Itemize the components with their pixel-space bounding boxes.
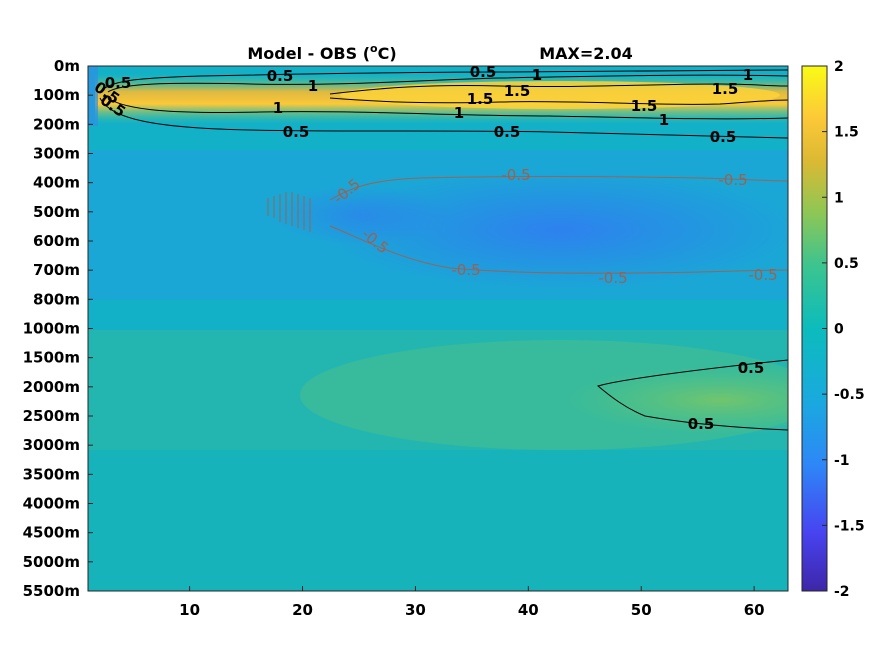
contour-label: -0.5 [748, 266, 777, 284]
y-tick-label: 400m [33, 174, 80, 192]
y-tick-label: 600m [33, 232, 80, 250]
contour-label: 0.5 [738, 359, 765, 377]
contour-label: 1.5 [712, 80, 739, 98]
chart-title-tail: C) [378, 44, 397, 63]
contour-label: 1 [743, 66, 753, 84]
x-axis: 10 20 30 40 50 60 [179, 586, 765, 619]
colorbar-tick-label: -0.5 [834, 387, 865, 403]
colorbar-tick-label: -1 [834, 453, 850, 469]
x-tick-label: 40 [518, 601, 539, 619]
contour-neg0p5-lower [329, 225, 789, 274]
colorbar: 2 1.5 1 0.5 0 -0.5 -1 -1.5 -2 [801, 59, 865, 600]
heatmap-field [88, 66, 788, 591]
contour-label: -0.5 [451, 261, 480, 279]
y-tick-label: 4000m [23, 495, 80, 513]
colorbar-tick-label: 1 [834, 190, 844, 206]
y-tick-label: 4500m [23, 524, 80, 542]
positive-contours [99, 69, 789, 431]
contour-1p5-upper [329, 83, 789, 95]
y-axis: 0m 100m 200m 300m 400m 500m 600m 700m 800m 1000m 1… [23, 57, 93, 600]
contour-1-upper [107, 74, 789, 93]
contour-label: 1.5 [631, 97, 658, 115]
y-tick-label: 5000m [23, 553, 80, 571]
contour-label: 0.5 [710, 128, 737, 146]
y-tick-label: 0m [54, 57, 80, 75]
y-tick-label: 300m [33, 145, 80, 163]
y-tick-label: 3500m [23, 465, 80, 483]
y-tick-label: 1000m [23, 320, 80, 338]
contour-neg0p5-upper [329, 176, 789, 201]
contour-0p5-upper [99, 69, 789, 93]
contour-1-lower [107, 97, 789, 120]
heatmap-warm-deep-halo [300, 340, 788, 450]
colorbar-tick-label: 0 [834, 322, 844, 338]
max-label: MAX=2.04 [539, 44, 633, 63]
y-tick-label: 2500m [23, 407, 80, 425]
y-tick-label: 200m [33, 115, 80, 133]
colorbar-ticks: 2 1.5 1 0.5 0 -0.5 -1 -1.5 -2 [822, 59, 865, 600]
x-tick-label: 60 [744, 601, 765, 619]
x-tick-label: 30 [405, 601, 426, 619]
colorbar-tick-label: -1.5 [834, 518, 865, 534]
contour-label: 0.5 [283, 123, 310, 141]
contour-1p5-lower [329, 97, 789, 105]
contour-neg0p5-west [267, 192, 311, 232]
contour-label: -0.5 [718, 171, 747, 189]
chart-title: Model - OBS (oC) [247, 42, 396, 63]
y-tick-label: 1500m [23, 349, 80, 367]
colorbar-tick-label: 0.5 [834, 256, 859, 272]
heatmap-cold-tongue [270, 185, 450, 245]
contour-label: 1 [308, 77, 318, 95]
colorbar-tick-label: 2 [834, 59, 844, 75]
y-tick-label: 3000m [23, 436, 80, 454]
chart-title-main: Model - OBS ( [247, 44, 370, 63]
y-tick-label: 500m [33, 203, 80, 221]
contour-0p5-deep [596, 359, 789, 431]
contour-label: 1 [273, 99, 283, 117]
contour-label: 1 [454, 104, 464, 122]
contour-0p5-lower [99, 97, 789, 139]
contour-label: -0.5 [501, 166, 530, 184]
heatmap-abyssal-band [88, 450, 788, 591]
contour-label: -0.5 [598, 269, 627, 287]
y-tick-label: 700m [33, 261, 80, 279]
contour-label: 1.5 [467, 90, 494, 108]
contour-label: 1 [532, 66, 542, 84]
negative-contours [267, 176, 789, 274]
contour-label: 1.5 [504, 82, 531, 100]
x-tick-label: 20 [292, 601, 313, 619]
colorbar-tick-label: 1.5 [834, 125, 859, 141]
heatmap-warm-deep [560, 365, 788, 435]
heatmap-west-edge [88, 66, 98, 126]
x-tick-label: 50 [631, 601, 652, 619]
y-tick-label: 800m [33, 290, 80, 308]
contour-label: 0.5 [470, 63, 497, 81]
contour-label: 0.5 [494, 123, 521, 141]
contour-label: 1 [659, 111, 669, 129]
contour-label: 0.5 [105, 74, 132, 92]
y-tick-label: 5500m [23, 582, 80, 600]
colorbar-tick-label: -2 [834, 584, 850, 600]
contour-label: 0.5 [688, 415, 715, 433]
x-tick-label: 10 [179, 601, 200, 619]
contour-label: 0.5 [267, 67, 294, 85]
y-tick-label: 2000m [23, 378, 80, 396]
heatmap-surface-hot [340, 81, 780, 109]
chart-title-sup: o [370, 42, 378, 55]
y-tick-label: 100m [33, 86, 80, 104]
